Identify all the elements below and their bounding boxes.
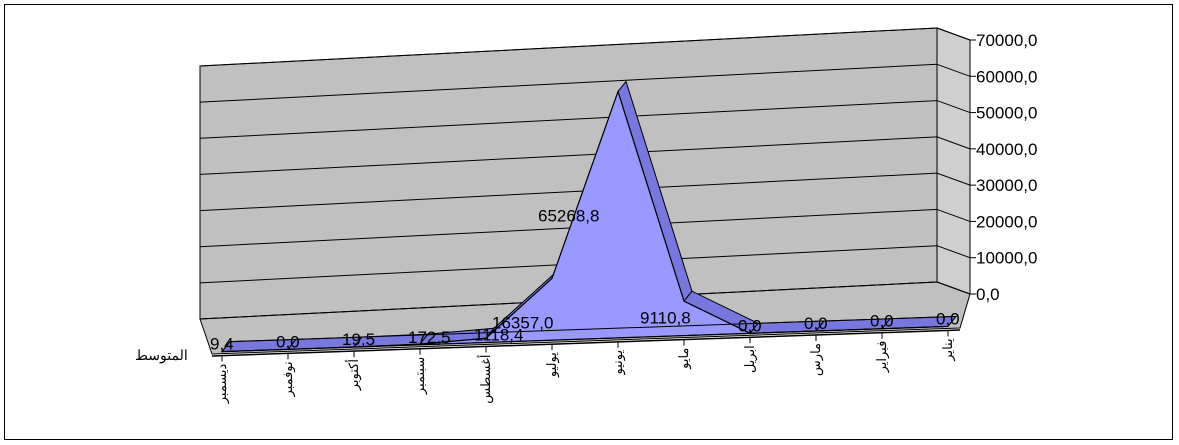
x-tick-label: ديسمبر xyxy=(214,363,230,404)
gridline xyxy=(199,27,938,67)
gridlines xyxy=(199,27,971,320)
x-tick-label: يوليو xyxy=(544,352,560,378)
series-label: المتوسط xyxy=(135,347,188,364)
gridline-side xyxy=(936,245,971,259)
x-tick-label: يونيو xyxy=(610,350,626,376)
data-label: 172,5 xyxy=(408,328,451,347)
data-label: 9110,8 xyxy=(640,309,691,328)
data-label: 0,0 xyxy=(738,316,762,335)
gridline-side xyxy=(936,63,971,77)
x-tick-label: أكتوبر xyxy=(345,359,362,391)
gridline-side xyxy=(936,208,971,222)
area-series xyxy=(211,80,961,357)
gridline xyxy=(199,136,938,175)
x-tick-label: أغسطس xyxy=(477,354,494,403)
data-label: 19,5 xyxy=(342,330,375,349)
x-tick-label: سبتمبر xyxy=(412,357,428,395)
gridline xyxy=(199,63,938,103)
side-wall xyxy=(936,27,971,295)
y-tick-label: 0,0 xyxy=(976,285,1000,304)
y-tick-label: 70000,0 xyxy=(976,31,1037,50)
gridline-side xyxy=(936,172,971,186)
gridline-side xyxy=(936,100,971,114)
gridline-side xyxy=(936,136,971,150)
gridline xyxy=(199,172,938,212)
data-label: 1118,4 xyxy=(474,325,523,344)
y-axis: 0,0 10000,0 20000,0 30000,0 40000,0 50000,0 60… xyxy=(970,31,1037,304)
x-tick-label: فبراير xyxy=(874,341,890,374)
x-tick-label: مارس xyxy=(808,343,824,376)
data-label: 0,0 xyxy=(870,312,894,331)
gridline xyxy=(199,100,938,139)
x-tick-label: يناير xyxy=(940,338,956,362)
gridline-side xyxy=(936,27,971,41)
y-tick-label: 20000,0 xyxy=(976,212,1037,231)
y-tick-label: 10000,0 xyxy=(976,249,1037,268)
y-tick-label: 60000,0 xyxy=(976,67,1037,86)
data-label: 0,0 xyxy=(276,332,300,351)
gridline-side xyxy=(936,281,971,295)
data-label: 16357,0 xyxy=(492,313,553,332)
y-tick-label: 50000,0 xyxy=(976,104,1037,123)
x-tick-label: مايو xyxy=(676,348,692,370)
gridline xyxy=(199,208,938,248)
data-label: 0,0 xyxy=(804,314,828,333)
area-base xyxy=(220,315,958,353)
data-label: 9,4 xyxy=(210,335,234,354)
data-label: 0,0 xyxy=(936,309,960,328)
x-tick-label: نوفمبر xyxy=(280,361,296,397)
data-label: 65268,8 xyxy=(538,207,599,226)
y-tick-label: 30000,0 xyxy=(976,176,1037,195)
x-axis-line xyxy=(211,329,961,357)
y-tick-label: 40000,0 xyxy=(976,140,1037,159)
x-tick-label: ابريل xyxy=(742,345,758,373)
x-axis: ديسمبر نوفمبر أكتوبر سبتمبر أغسطس يوليو يونيو م… xyxy=(214,330,956,404)
